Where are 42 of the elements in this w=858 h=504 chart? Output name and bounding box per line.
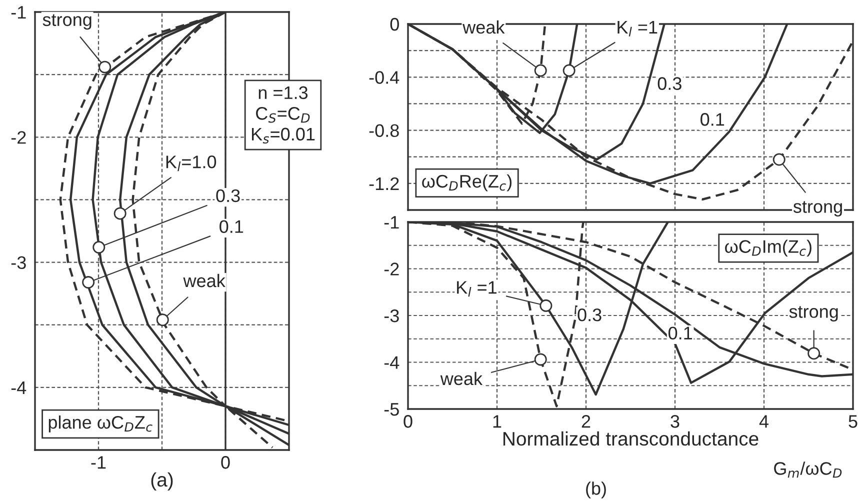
annotation: 0.3 — [578, 308, 602, 322]
annotation: 0.1 — [700, 113, 724, 126]
x-tick-label: 2 — [582, 415, 590, 428]
annotation: weak — [440, 372, 483, 386]
x-axis-title: (a) — [151, 472, 173, 491]
x-tick-label: 5 — [848, 415, 858, 428]
text: n =1.3 C$_{S}$=C$_{D}$ K$_{s}$=0.01 — [252, 86, 315, 144]
x-tick-label: 1 — [493, 415, 502, 428]
annotation: ωC$_{D}$Im(Z$_{c}$) — [725, 240, 812, 257]
y-tick-label: -0.8 — [369, 124, 399, 138]
annotation: strong — [42, 14, 92, 30]
y-tick-label: -0.4 — [369, 71, 400, 84]
annotation: strong — [789, 306, 838, 322]
y-tick-label: -3 — [384, 309, 399, 322]
annotation: plane ωC$_{D}$Z$_{c}$ — [48, 416, 152, 432]
annotation: 0.3 — [216, 189, 240, 202]
x-tick-label: 0 — [404, 415, 412, 428]
annotation: weak — [183, 274, 226, 288]
y-tick-label: -1 — [11, 6, 26, 19]
y-tick-label: 0 — [390, 18, 399, 31]
y-tick-label: -4 — [384, 356, 400, 369]
text: G$_{m}$/ωC$_{D}$ — [774, 462, 842, 478]
x-tick-label: 3 — [670, 415, 680, 428]
y-tick-label: -3 — [11, 256, 26, 270]
annotation: 0.1 — [220, 220, 244, 233]
annotation: K$_{l}$ =1 — [457, 281, 497, 297]
annotation: K$_{l}$=1.0 — [166, 156, 216, 172]
annotation: weak — [462, 20, 505, 34]
y-tick-label: -4 — [11, 382, 26, 394]
annotation: 0.3 — [658, 77, 682, 90]
x-tick-label: 4 — [759, 415, 768, 428]
annotation: ωC$_{D}$Re(Z$_{c}$) — [422, 174, 512, 192]
y-tick-label: -1.2 — [369, 177, 399, 190]
annotation: strong — [793, 201, 842, 217]
y-tick-label: -1 — [384, 216, 399, 229]
text: (b) — [586, 482, 606, 498]
x-axis-title: Normalized transconductance — [503, 431, 758, 446]
y-tick-label: -2 — [384, 262, 399, 276]
y-tick-label: -5 — [384, 403, 399, 416]
y-tick-label: -2 — [11, 131, 26, 144]
annotation: 0.1 — [668, 326, 692, 340]
annotation: K$_{l}$ =1 — [618, 21, 658, 36]
